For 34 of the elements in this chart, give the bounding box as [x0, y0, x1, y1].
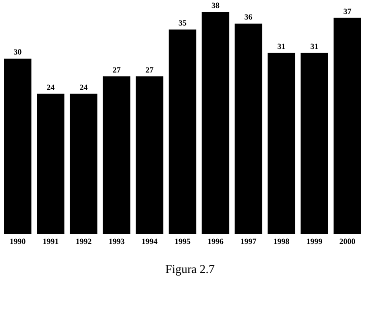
x-tick-label: 1998 — [273, 237, 290, 246]
x-tick-label: 1996 — [207, 237, 224, 246]
data-label: 35 — [178, 18, 186, 28]
bar — [300, 52, 328, 234]
data-label: 31 — [277, 42, 286, 51]
bar — [202, 12, 230, 234]
bar — [136, 76, 164, 234]
data-label: 27 — [146, 65, 154, 74]
bar — [70, 94, 98, 234]
x-tick-label: 1991 — [42, 237, 59, 246]
data-label: 38 — [211, 1, 220, 10]
x-tick-label: 1993 — [108, 237, 125, 246]
x-tick-label: 2000 — [339, 237, 356, 246]
data-label: 30 — [14, 48, 22, 57]
bar — [334, 18, 362, 234]
x-tick-label: 1994 — [142, 237, 158, 246]
data-label: 31 — [310, 42, 318, 51]
bar — [168, 30, 196, 234]
x-tick-label: 1990 — [10, 237, 26, 246]
x-tick-label: 1992 — [76, 237, 92, 246]
bar — [4, 58, 32, 234]
bar — [36, 94, 64, 234]
data-label: 37 — [343, 6, 352, 16]
text: Figura 2.7 — [165, 262, 215, 276]
x-tick-label: 1999 — [306, 237, 322, 246]
bar — [234, 24, 262, 234]
bar — [268, 52, 296, 234]
data-label: 24 — [46, 82, 55, 92]
x-tick-label: 1995 — [174, 237, 190, 246]
data-label: 27 — [112, 65, 121, 74]
x-tick-label: 1997 — [240, 237, 256, 246]
data-label: 36 — [244, 12, 252, 22]
data-label: 24 — [80, 82, 88, 92]
bar — [102, 76, 130, 234]
